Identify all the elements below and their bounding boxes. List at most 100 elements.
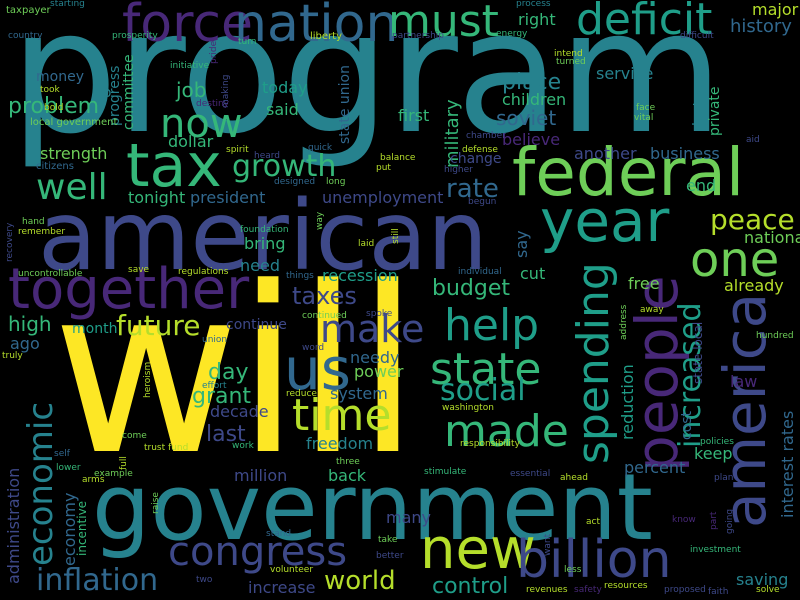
word-well: well bbox=[36, 167, 108, 208]
word-last: last bbox=[206, 422, 246, 447]
word-administration: administration bbox=[4, 467, 23, 584]
word-right: right bbox=[518, 10, 556, 29]
word-essential: essential bbox=[510, 469, 551, 479]
word-american: american bbox=[38, 180, 488, 292]
word-service: service bbox=[596, 64, 654, 83]
word-act: act bbox=[586, 517, 600, 527]
word-place: place bbox=[502, 70, 562, 95]
word-took: took bbox=[40, 85, 60, 95]
word-first: first bbox=[398, 106, 430, 125]
word-solve: solve bbox=[756, 585, 780, 595]
word-responsibility: responsibility bbox=[460, 439, 520, 449]
word-president: president bbox=[190, 188, 266, 207]
word-designed: designed bbox=[274, 177, 316, 187]
word-recession: recession bbox=[322, 266, 398, 285]
word-need: need bbox=[240, 256, 280, 275]
word-spending: spending bbox=[568, 262, 619, 464]
word-job: job bbox=[176, 78, 207, 102]
word-starting: starting bbox=[50, 0, 85, 9]
word-federal: federal bbox=[512, 134, 745, 211]
word-program: program bbox=[10, 0, 724, 172]
word-together: together bbox=[8, 257, 250, 322]
word-better: better bbox=[376, 551, 404, 561]
word-soviet: soviet bbox=[496, 106, 557, 130]
word-two: two bbox=[196, 575, 213, 585]
word-faith: faith bbox=[708, 587, 729, 597]
word-control: control bbox=[432, 574, 509, 599]
word-save: save bbox=[128, 265, 150, 275]
word-tax: tax bbox=[126, 131, 222, 201]
word-quick: quick bbox=[308, 143, 333, 153]
word-state-local: state local bbox=[691, 321, 705, 384]
word-aid: aid bbox=[746, 135, 760, 145]
word-process: process bbox=[516, 0, 551, 9]
word-new: new bbox=[420, 517, 536, 582]
word-union: union bbox=[202, 335, 228, 345]
word-part: part bbox=[709, 511, 719, 530]
word-billion: billion bbox=[516, 530, 672, 590]
word-month: month bbox=[72, 321, 118, 337]
word-must: must bbox=[388, 0, 499, 47]
word-problem: problem bbox=[8, 94, 100, 119]
word-spoke: spoke bbox=[366, 309, 393, 319]
word-deficit: deficit bbox=[576, 0, 713, 45]
word-raise: raise bbox=[151, 492, 161, 514]
word-believe: believe bbox=[502, 130, 561, 149]
word-nation: nation bbox=[234, 0, 399, 54]
word-address: address bbox=[619, 304, 629, 340]
word-day: day bbox=[208, 360, 249, 385]
word-ago: ago bbox=[10, 334, 40, 353]
word-go: go bbox=[94, 85, 112, 101]
word-laid: laid bbox=[358, 239, 375, 249]
word-defense: defense bbox=[462, 145, 498, 155]
word-partnership: partnership bbox=[392, 31, 445, 41]
word-stimulate: stimulate bbox=[424, 467, 467, 477]
word-turn: turn bbox=[238, 37, 257, 47]
word-heard: heard bbox=[254, 151, 281, 161]
word-time: time bbox=[292, 390, 392, 441]
word-america: america bbox=[711, 292, 779, 528]
word-word: word bbox=[302, 343, 325, 353]
word-policies: policies bbox=[700, 437, 734, 447]
word-strength: strength bbox=[40, 144, 108, 163]
word-tonight: tonight bbox=[128, 188, 186, 207]
word-law: law bbox=[730, 372, 758, 391]
word-effort: effort bbox=[202, 381, 227, 391]
word-said: said bbox=[266, 100, 299, 119]
word-inflation: inflation bbox=[36, 563, 159, 598]
word-budget: budget bbox=[432, 276, 510, 301]
word-begun: begun bbox=[468, 197, 497, 207]
word-things: things bbox=[286, 271, 314, 281]
word-last-year: last year bbox=[691, 65, 707, 126]
word-come: come bbox=[122, 431, 147, 441]
word-truly: truly bbox=[2, 351, 23, 361]
word-full: full bbox=[119, 456, 129, 470]
word-incentive: incentive bbox=[75, 500, 89, 556]
word-self: self bbox=[54, 449, 70, 459]
word-system: system bbox=[330, 384, 388, 403]
word-energy: energy bbox=[496, 29, 528, 39]
word-economic: economic bbox=[21, 401, 61, 566]
word-know: know bbox=[672, 515, 696, 525]
word-end: end bbox=[686, 176, 717, 195]
word-decade: decade bbox=[210, 402, 269, 421]
word-hand: hand bbox=[22, 217, 45, 227]
word-vital: vital bbox=[634, 113, 654, 123]
word-made: made bbox=[444, 406, 569, 457]
word-difficult: difficult bbox=[680, 31, 714, 41]
word-liberty: liberty bbox=[310, 31, 343, 42]
word-initiative: initiative bbox=[170, 61, 210, 71]
word-growth: growth bbox=[232, 149, 337, 184]
word-volunteer: volunteer bbox=[270, 565, 314, 575]
word-already: already bbox=[724, 276, 784, 295]
word-pride: pride bbox=[209, 40, 219, 64]
word-take: take bbox=[378, 535, 398, 545]
word-put: put bbox=[376, 163, 391, 173]
word-future: future bbox=[116, 309, 201, 342]
word-percent: percent bbox=[624, 458, 686, 477]
word-us: us bbox=[284, 335, 351, 403]
word-taxes: taxes bbox=[292, 282, 357, 310]
word-make: make bbox=[320, 307, 425, 351]
word-interest-rates: interest rates bbox=[778, 410, 797, 518]
